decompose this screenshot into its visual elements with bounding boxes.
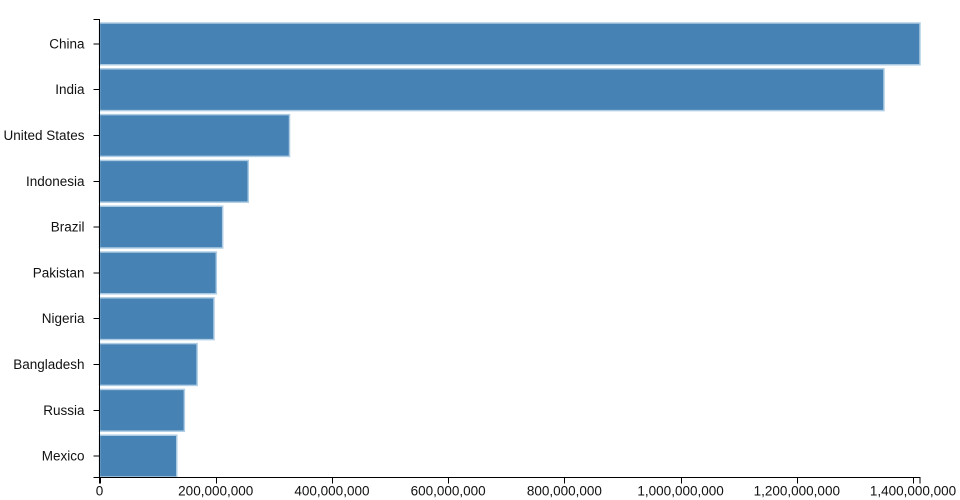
- bar-mexico: [98, 434, 178, 478]
- bar-brazil: [98, 205, 224, 249]
- x-tick-label-600-000-000: 600,000,000: [411, 484, 486, 499]
- bar-nigeria: [98, 297, 215, 341]
- y-tick-label-mexico: Mexico: [42, 449, 85, 464]
- x-tick-label-800-000-000: 800,000,000: [527, 484, 602, 499]
- y-tick-label-indonesia: Indonesia: [26, 174, 85, 189]
- x-tick-label-400-000-000: 400,000,000: [294, 484, 369, 499]
- x-axis-domain: [99, 477, 921, 484]
- x-tick-label-1-200-000-000: 1,200,000,000: [754, 484, 840, 499]
- y-axis-domain: [93, 19, 100, 478]
- y-tick-label-pakistan: Pakistan: [33, 265, 85, 280]
- y-tick-label-nigeria: Nigeria: [42, 311, 85, 326]
- x-tick-label-1-000-000-000: 1,000,000,000: [637, 484, 723, 499]
- y-tick-label-india: India: [55, 82, 85, 97]
- bar-bangladesh: [98, 342, 198, 387]
- y-tick-label-china: China: [49, 36, 85, 51]
- bar-india: [98, 68, 885, 112]
- x-tick-label-200-000-000: 200,000,000: [178, 484, 253, 499]
- bar-china: [98, 22, 921, 66]
- y-tick-label-bangladesh: Bangladesh: [13, 357, 84, 372]
- bar-united-states: [98, 113, 291, 158]
- bar-russia: [98, 388, 186, 432]
- bar-indonesia: [98, 159, 250, 203]
- x-tick-label-1-400-000-000: 1,400,000,000: [870, 484, 956, 499]
- bar-pakistan: [98, 251, 218, 295]
- y-tick-label-russia: Russia: [43, 403, 85, 418]
- y-tick-label-brazil: Brazil: [51, 220, 85, 235]
- y-tick-label-united-states: United States: [3, 128, 84, 143]
- x-tick-label-0: 0: [96, 484, 104, 499]
